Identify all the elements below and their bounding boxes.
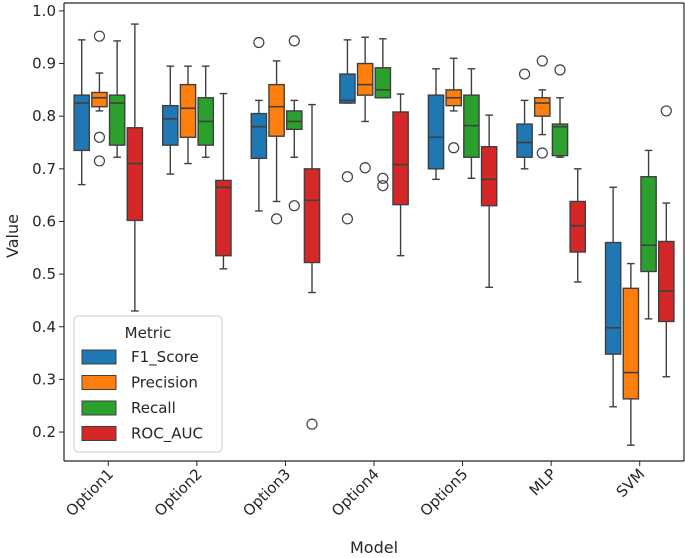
box-Recall-Option5 <box>463 68 480 180</box>
box-Precision-Option2 <box>179 65 197 165</box>
legend-title: Metric <box>125 324 172 342</box>
iqr-box <box>250 112 268 159</box>
iqr-box <box>126 127 144 222</box>
y-tick-label: 0.3 <box>32 370 56 388</box>
box-ROC_AUC-Option2 <box>215 92 232 270</box>
iqr-box <box>91 91 108 108</box>
outlier-point <box>270 213 283 225</box>
box-Recall-Option3 <box>285 35 303 212</box>
outlier-point <box>341 213 354 225</box>
y-tick-label: 0.6 <box>32 212 56 230</box>
legend-swatch-F1_Score <box>81 349 117 365</box>
outlier-point <box>536 55 548 67</box>
box-ROC_AUC-SVM <box>657 105 675 378</box>
y-tick-label: 0.4 <box>32 318 56 336</box>
box-Precision-Option4 <box>356 36 374 174</box>
outlier-point <box>306 418 318 430</box>
x-axis-label: Model <box>350 538 398 557</box>
iqr-box <box>356 62 374 96</box>
box-Recall-Option2 <box>197 65 215 158</box>
legend-swatch-ROC_AUC <box>81 426 117 441</box>
iqr-box <box>480 146 498 207</box>
iqr-box <box>179 83 197 138</box>
box-Precision-Option1 <box>91 30 108 167</box>
outlier-point <box>341 171 354 183</box>
outlier-point <box>377 180 389 192</box>
box-ROC_AUC-Option3 <box>303 103 321 430</box>
legend-label-F1_Score: F1_Score <box>131 348 199 367</box>
iqr-box <box>640 176 657 273</box>
y-tick-label: 0.9 <box>32 55 56 73</box>
iqr-box <box>622 287 640 400</box>
box-F1_Score-Option5 <box>427 68 445 181</box>
box-Precision-Option5 <box>445 57 463 154</box>
box-Recall-MLP <box>551 64 569 158</box>
outlier-point <box>93 30 106 42</box>
iqr-box <box>215 179 232 257</box>
outlier-point <box>448 142 460 154</box>
outlier-point <box>288 200 300 212</box>
box-F1_Score-Option2 <box>161 65 179 175</box>
iqr-box <box>73 94 91 152</box>
plot-area <box>73 23 675 446</box>
outlier-point <box>253 36 265 49</box>
legend: Metric F1_Score Precision Recall ROC_AUC <box>73 315 223 453</box>
iqr-box <box>303 168 321 264</box>
iqr-box <box>551 123 569 157</box>
legend-swatch-Precision <box>81 375 117 390</box>
outlier-point <box>377 172 389 184</box>
box-F1_Score-Option1 <box>73 39 91 186</box>
iqr-box <box>427 94 445 170</box>
iqr-box <box>339 73 356 104</box>
iqr-box <box>604 241 622 355</box>
y-tick-label: 0.7 <box>32 160 56 178</box>
iqr-box <box>657 240 675 323</box>
iqr-box <box>569 200 587 253</box>
box-F1_Score-SVM <box>604 186 622 408</box>
iqr-box <box>374 67 392 99</box>
box-ROC_AUC-Option1 <box>126 23 144 312</box>
iqr-box <box>108 94 126 146</box>
outlier-point <box>288 35 300 47</box>
box-Recall-Option4 <box>374 38 392 192</box>
box-Precision-MLP <box>533 55 551 159</box>
box-F1_Score-Option4 <box>339 39 356 225</box>
outlier-point <box>93 155 106 167</box>
y-tick-label: 0.5 <box>32 265 56 283</box>
iqr-box <box>268 83 285 137</box>
legend-swatch-Recall <box>81 400 117 416</box>
box-Recall-SVM <box>640 149 657 320</box>
box-F1_Score-Option3 <box>250 36 268 212</box>
box-Precision-SVM <box>622 262 640 446</box>
y-tick-label: 0.2 <box>32 423 56 441</box>
y-tick-label: 0.8 <box>32 107 56 125</box>
box-ROC_AUC-Option4 <box>392 93 409 257</box>
box-Precision-Option3 <box>268 60 285 225</box>
iqr-box <box>285 110 303 131</box>
y-tick-label: 1.0 <box>32 2 56 20</box>
iqr-box <box>161 104 179 146</box>
legend-label-Precision: Precision <box>131 374 198 392</box>
legend-label-ROC_AUC: ROC_AUC <box>131 425 203 444</box>
outlier-point <box>518 68 531 80</box>
outlier-point <box>93 131 106 143</box>
y-axis-label: Value <box>3 214 22 258</box>
outlier-point <box>536 147 548 159</box>
outlier-point <box>660 105 672 117</box>
outlier-point <box>359 162 371 174</box>
legend-items: F1_Score Precision Recall ROC_AUC <box>81 348 203 444</box>
box-F1_Score-MLP <box>516 68 533 170</box>
box-ROC_AUC-MLP <box>569 168 587 283</box>
iqr-box <box>533 97 551 117</box>
iqr-box <box>392 111 409 206</box>
box-Recall-Option1 <box>108 40 126 158</box>
box-ROC_AUC-Option5 <box>480 114 498 288</box>
iqr-box <box>516 123 533 158</box>
legend-label-Recall: Recall <box>131 399 176 417</box>
outlier-point <box>554 64 566 76</box>
